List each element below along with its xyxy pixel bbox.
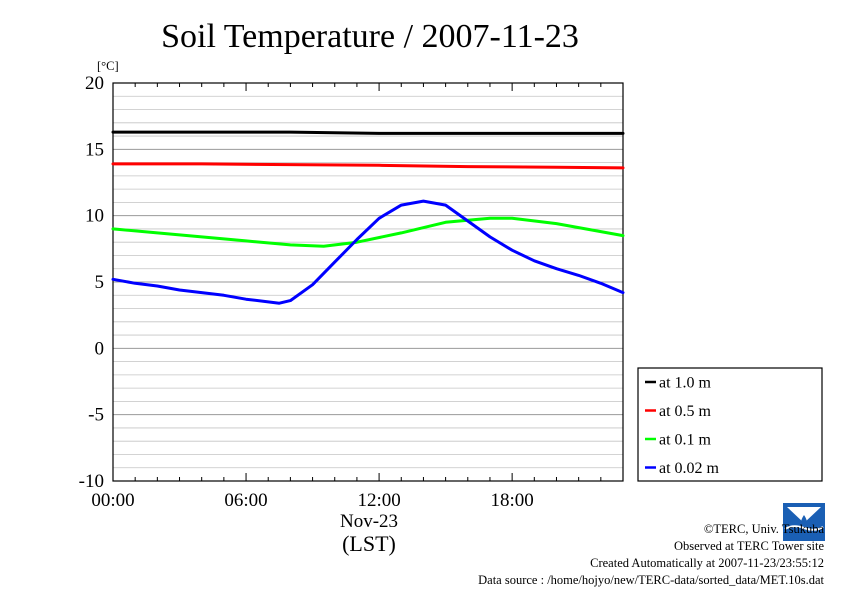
y-tick-label: 5 <box>95 272 105 293</box>
y-axis-label: [°C] <box>97 59 119 73</box>
series-line-0 <box>111 130 625 135</box>
series-line-1 <box>111 162 625 170</box>
x-tick-labels: 00:00 06:00 12:00 18:00 <box>91 490 533 511</box>
series-line-2 <box>111 216 625 248</box>
legend: at 1.0 m at 0.5 m at 0.1 m at 0.02 m <box>637 367 823 482</box>
legend-label: at 1.0 m <box>659 375 712 392</box>
chart-title: Soil Temperature / 2007-11-23 <box>161 18 579 55</box>
footer-observed: Observed at TERC Tower site <box>673 539 824 553</box>
plot-frame <box>112 82 624 482</box>
terc-logo-icon <box>783 503 825 541</box>
y-tick-label: 20 <box>85 73 104 94</box>
x-axis-label: (LST) <box>342 531 396 556</box>
y-tick-label: -5 <box>88 405 104 426</box>
footer-created: Created Automatically at 2007-11-23/23:5… <box>590 556 824 570</box>
y-tick-label: 0 <box>95 338 105 359</box>
x-tick-label: 18:00 <box>490 490 533 511</box>
footer-copyright: ©TERC, Univ. Tsukuba <box>703 522 824 536</box>
series-line-3 <box>111 199 625 305</box>
y-tick-labels: 20 15 10 5 0 -5 -10 <box>79 73 104 492</box>
legend-label: at 0.02 m <box>659 460 720 477</box>
series-lines <box>111 130 625 305</box>
terc-logo <box>783 503 825 541</box>
y-tick-label: -10 <box>79 471 104 492</box>
legend-label: at 0.5 m <box>659 403 712 420</box>
x-tick-label: 00:00 <box>91 490 134 511</box>
y-tick-label: 15 <box>85 139 104 160</box>
y-tick-label: 10 <box>85 206 104 227</box>
x-tick-label: 12:00 <box>357 490 400 511</box>
legend-box <box>637 367 823 482</box>
legend-label: at 0.1 m <box>659 432 712 449</box>
x-axis-date-label: Nov-23 <box>340 511 398 532</box>
x-tick-label: 06:00 <box>224 490 267 511</box>
footer-source: Data source : /home/hojyo/new/TERC-data/… <box>478 573 824 587</box>
grid-lines <box>112 83 624 481</box>
